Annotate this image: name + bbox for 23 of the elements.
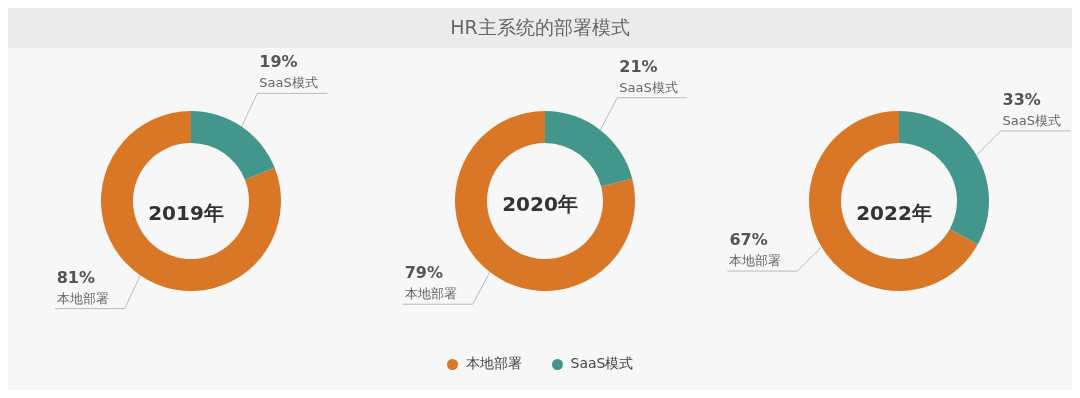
slice-label: 本地部署: [56, 290, 109, 306]
slice-label: SaaS模式: [1002, 112, 1062, 128]
slice-label: SaaS模式: [619, 79, 678, 95]
donut-slice: [455, 111, 635, 291]
slice-label: 本地部署: [729, 253, 782, 269]
data-label: 33%: [1002, 89, 1041, 109]
text: 2020年: [502, 192, 578, 217]
slice-label: SaaS模式: [259, 75, 318, 91]
data-label: 79%: [404, 263, 443, 283]
data-label: 67%: [729, 230, 768, 250]
data-label: 19%: [259, 52, 298, 72]
legend-label: SaaS模式: [569, 355, 634, 373]
slice-label: 本地部署: [404, 286, 457, 302]
legend-label: 本地部署: [464, 355, 522, 373]
donut-slice: [809, 111, 978, 291]
data-label: 81%: [56, 267, 95, 287]
chart-title: HR主系统的部署模式: [449, 15, 631, 40]
donut-slice: [545, 111, 633, 187]
donut-slice: [191, 111, 275, 180]
data-label: 21%: [619, 56, 658, 76]
donut-slice: [101, 111, 281, 291]
text: 2022年: [856, 201, 932, 226]
text: 2019年: [148, 201, 224, 226]
